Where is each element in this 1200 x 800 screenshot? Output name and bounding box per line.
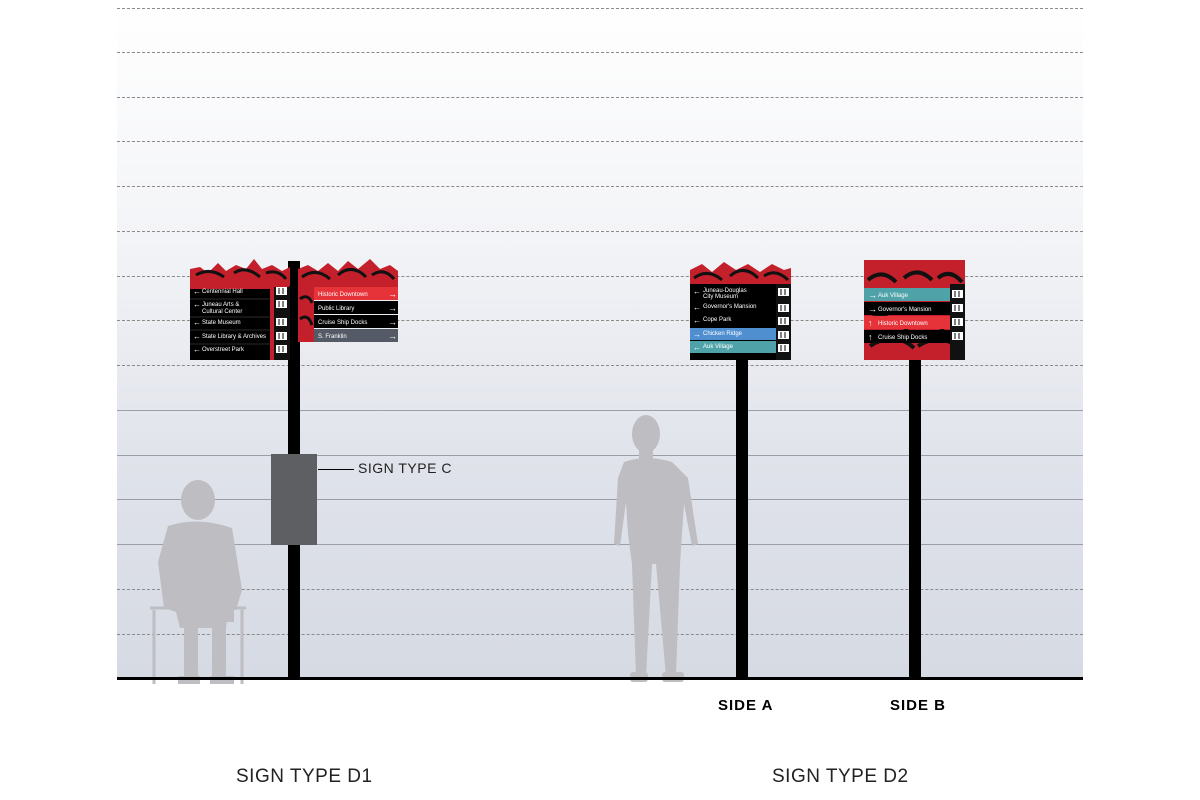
- grid-line: [117, 97, 1083, 98]
- destination-label: Governor's Mansion: [878, 307, 932, 313]
- sign-type-d1-label: SIGN TYPE D1: [236, 766, 373, 787]
- grid-line: [117, 52, 1083, 53]
- grid-line: [117, 634, 1083, 635]
- grid-line: [117, 410, 1083, 411]
- destination-label: Overstreet Park: [202, 347, 245, 353]
- pedestrian-icon: [952, 290, 963, 298]
- callout-leader-line: [318, 469, 354, 470]
- arrow-left-icon: ←: [193, 318, 201, 327]
- arrow-left-icon: ←: [193, 300, 201, 309]
- arrow-up-icon: ↑: [868, 332, 873, 342]
- standing-person-silhouette: [614, 415, 698, 682]
- pedestrian-icon: [276, 318, 287, 326]
- destination-label: Juneau-Douglas: [703, 288, 747, 294]
- arrow-right-icon: →: [868, 304, 877, 314]
- arrow-left-icon: ←: [193, 345, 201, 354]
- arrow-left-icon: ←: [693, 303, 701, 312]
- destination-label: Auk Village: [703, 344, 734, 350]
- d2-side-b-pole: [909, 355, 921, 679]
- destination-label: Cultural Center: [202, 309, 242, 315]
- destination-label: State Library & Archives: [202, 334, 266, 340]
- grid-line: [117, 320, 1083, 321]
- d1-left-sign-panel: ← Centennial Hall← Juneau Arts &Cultural C…: [190, 259, 290, 360]
- arrow-left-icon: ←: [193, 287, 201, 296]
- destination-label: Governor's Mansion: [703, 304, 757, 310]
- pedestrian-icon: [778, 304, 789, 312]
- destination-label: State Museum: [202, 320, 241, 326]
- arrow-left-icon: ←: [193, 332, 201, 341]
- grid-line: [117, 141, 1083, 142]
- side-b-label: SIDE B: [890, 697, 947, 714]
- d2-side-b-sign-panel: → Auk Village→ Governor's Mansion↑ Historic…: [864, 260, 965, 360]
- sign-type-d2-label: SIGN TYPE D2: [772, 766, 909, 787]
- ground-line: [117, 677, 1083, 680]
- destination-row: [314, 315, 398, 328]
- destination-label: Cruise Ship Docks: [878, 335, 927, 341]
- destination-row: [314, 287, 398, 300]
- pedestrian-icon: [276, 300, 287, 308]
- arrow-right-icon: →: [388, 317, 397, 327]
- destination-row: [314, 301, 398, 314]
- pedestrian-icon: [952, 304, 963, 312]
- grid-line: [117, 186, 1083, 187]
- arrow-left-icon: ←: [693, 287, 701, 296]
- pedestrian-icon: [778, 317, 789, 325]
- grid-line: [117, 8, 1083, 9]
- arrow-left-icon: ←: [693, 343, 701, 352]
- destination-row: [864, 316, 950, 329]
- pedestrian-icon: [276, 345, 287, 353]
- destination-label: Public Library: [318, 306, 354, 312]
- destination-row: [864, 288, 950, 301]
- grid-line: [117, 276, 1083, 277]
- destination-label: Cope Park: [703, 317, 732, 323]
- destination-row: [864, 330, 950, 343]
- destination-row: [864, 302, 950, 315]
- pedestrian-icon: [778, 331, 789, 339]
- destination-row: [314, 329, 398, 342]
- side-a-label: SIDE A: [718, 697, 774, 714]
- grid-line: [117, 499, 1083, 500]
- arrow-left-icon: ←: [693, 316, 701, 325]
- destination-label: Juneau Arts &: [202, 302, 239, 308]
- destination-label: Historic Downtown: [878, 321, 928, 327]
- arrow-right-icon: →: [693, 330, 701, 339]
- grid-line: [117, 365, 1083, 366]
- destination-label: S. Franklin: [318, 334, 347, 340]
- wheelchair-user-silhouette: [150, 480, 246, 684]
- sign-type-c-callout: SIGN TYPE C: [358, 460, 452, 476]
- arrow-right-icon: →: [388, 289, 397, 299]
- sign-type-c-panel: [271, 454, 317, 545]
- grid-line: [117, 544, 1083, 545]
- pedestrian-icon: [952, 332, 963, 340]
- destination-label: Auk Village: [878, 293, 909, 299]
- d2-side-a-pole: [736, 355, 748, 679]
- destination-row: [690, 341, 776, 353]
- d1-right-sign-panel: Historic Downtown → Public Library → Cruise …: [298, 259, 398, 342]
- arrow-right-icon: →: [388, 303, 397, 313]
- pedestrian-icon: [276, 287, 287, 295]
- destination-label: Chicken Ridge: [703, 331, 743, 337]
- grid-line: [117, 455, 1083, 456]
- grid-line: [117, 231, 1083, 232]
- pedestrian-icon: [276, 332, 287, 340]
- destination-label: City Museum: [703, 294, 738, 300]
- destination-label: Cruise Ship Docks: [318, 320, 367, 326]
- grid-line: [117, 589, 1083, 590]
- destination-row: [690, 328, 776, 340]
- pedestrian-icon: [952, 318, 963, 326]
- arrow-right-icon: →: [868, 290, 877, 300]
- destination-label: Historic Downtown: [318, 292, 368, 298]
- arrow-right-icon: →: [388, 331, 397, 341]
- pedestrian-icon: [778, 288, 789, 296]
- arrow-up-icon: ↑: [868, 318, 873, 328]
- destination-label: Centennial Hall: [202, 289, 243, 295]
- pedestrian-icon: [778, 344, 789, 352]
